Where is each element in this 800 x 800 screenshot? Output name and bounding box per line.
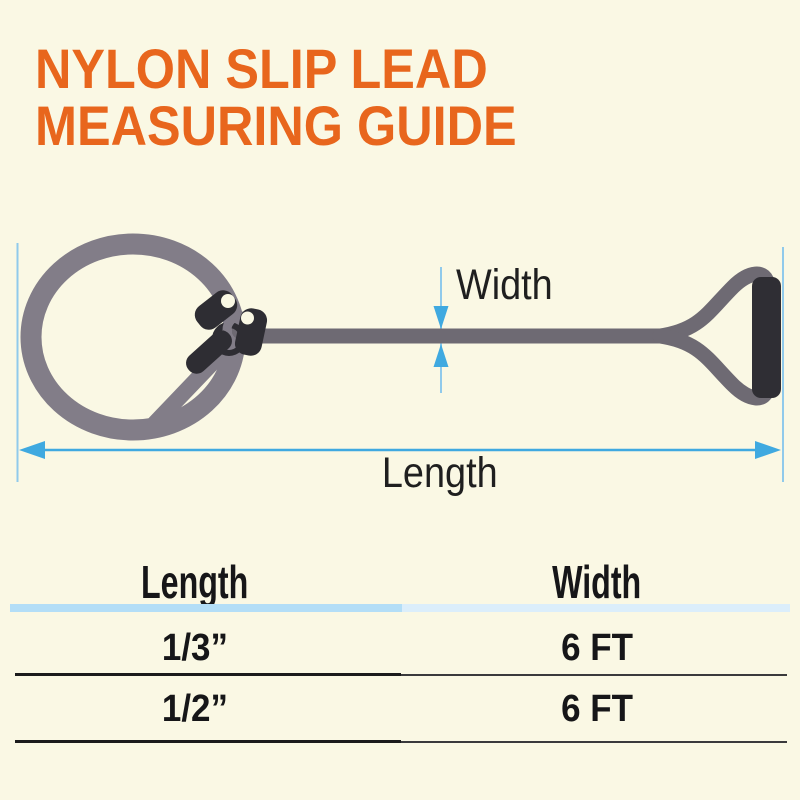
length-arrowhead-left-icon — [19, 441, 45, 459]
slip-lead-diagram — [16, 233, 784, 482]
neck-loop — [20, 233, 246, 441]
length-label: Length — [382, 449, 498, 497]
table-header-length: Length — [141, 556, 249, 608]
page-title: NYLON SLIP LEAD MEASURING GUIDE — [35, 40, 570, 154]
slip-junction-hardware — [186, 290, 268, 374]
width-label: Width — [456, 261, 553, 309]
table-cell-length-row2: 1/2” — [161, 688, 229, 730]
row-divider-1-left — [15, 673, 401, 676]
length-arrowhead-right-icon — [755, 441, 781, 459]
handle-grip — [752, 277, 781, 398]
header-underline-left — [10, 604, 402, 612]
handle-arm-top — [652, 266, 776, 344]
row-divider-1-right — [401, 674, 787, 676]
row-divider-2-right — [401, 741, 787, 743]
width-arrowhead-up-icon — [433, 344, 449, 367]
table-header-width: Width — [552, 556, 642, 608]
row-divider-2-left — [15, 740, 401, 743]
rivet-hole-right-icon — [241, 311, 254, 325]
page-title-line2: MEASURING GUIDE — [35, 94, 517, 157]
handle-loop — [652, 266, 781, 406]
width-arrowhead-down-icon — [433, 306, 449, 329]
length-dimension-arrow — [19, 441, 781, 459]
table-cell-width-row2: 6 FT — [561, 688, 633, 730]
rivet-hole-top-icon — [221, 294, 235, 308]
handle-arm-bottom — [652, 328, 776, 406]
header-underline-right — [402, 604, 790, 612]
table-cell-length-row1: 1/3” — [161, 627, 229, 669]
table-cell-width-row1: 6 FT — [561, 627, 633, 669]
leather-stopper-sleeve — [186, 330, 232, 374]
page-title-line1: NYLON SLIP LEAD — [35, 37, 488, 100]
